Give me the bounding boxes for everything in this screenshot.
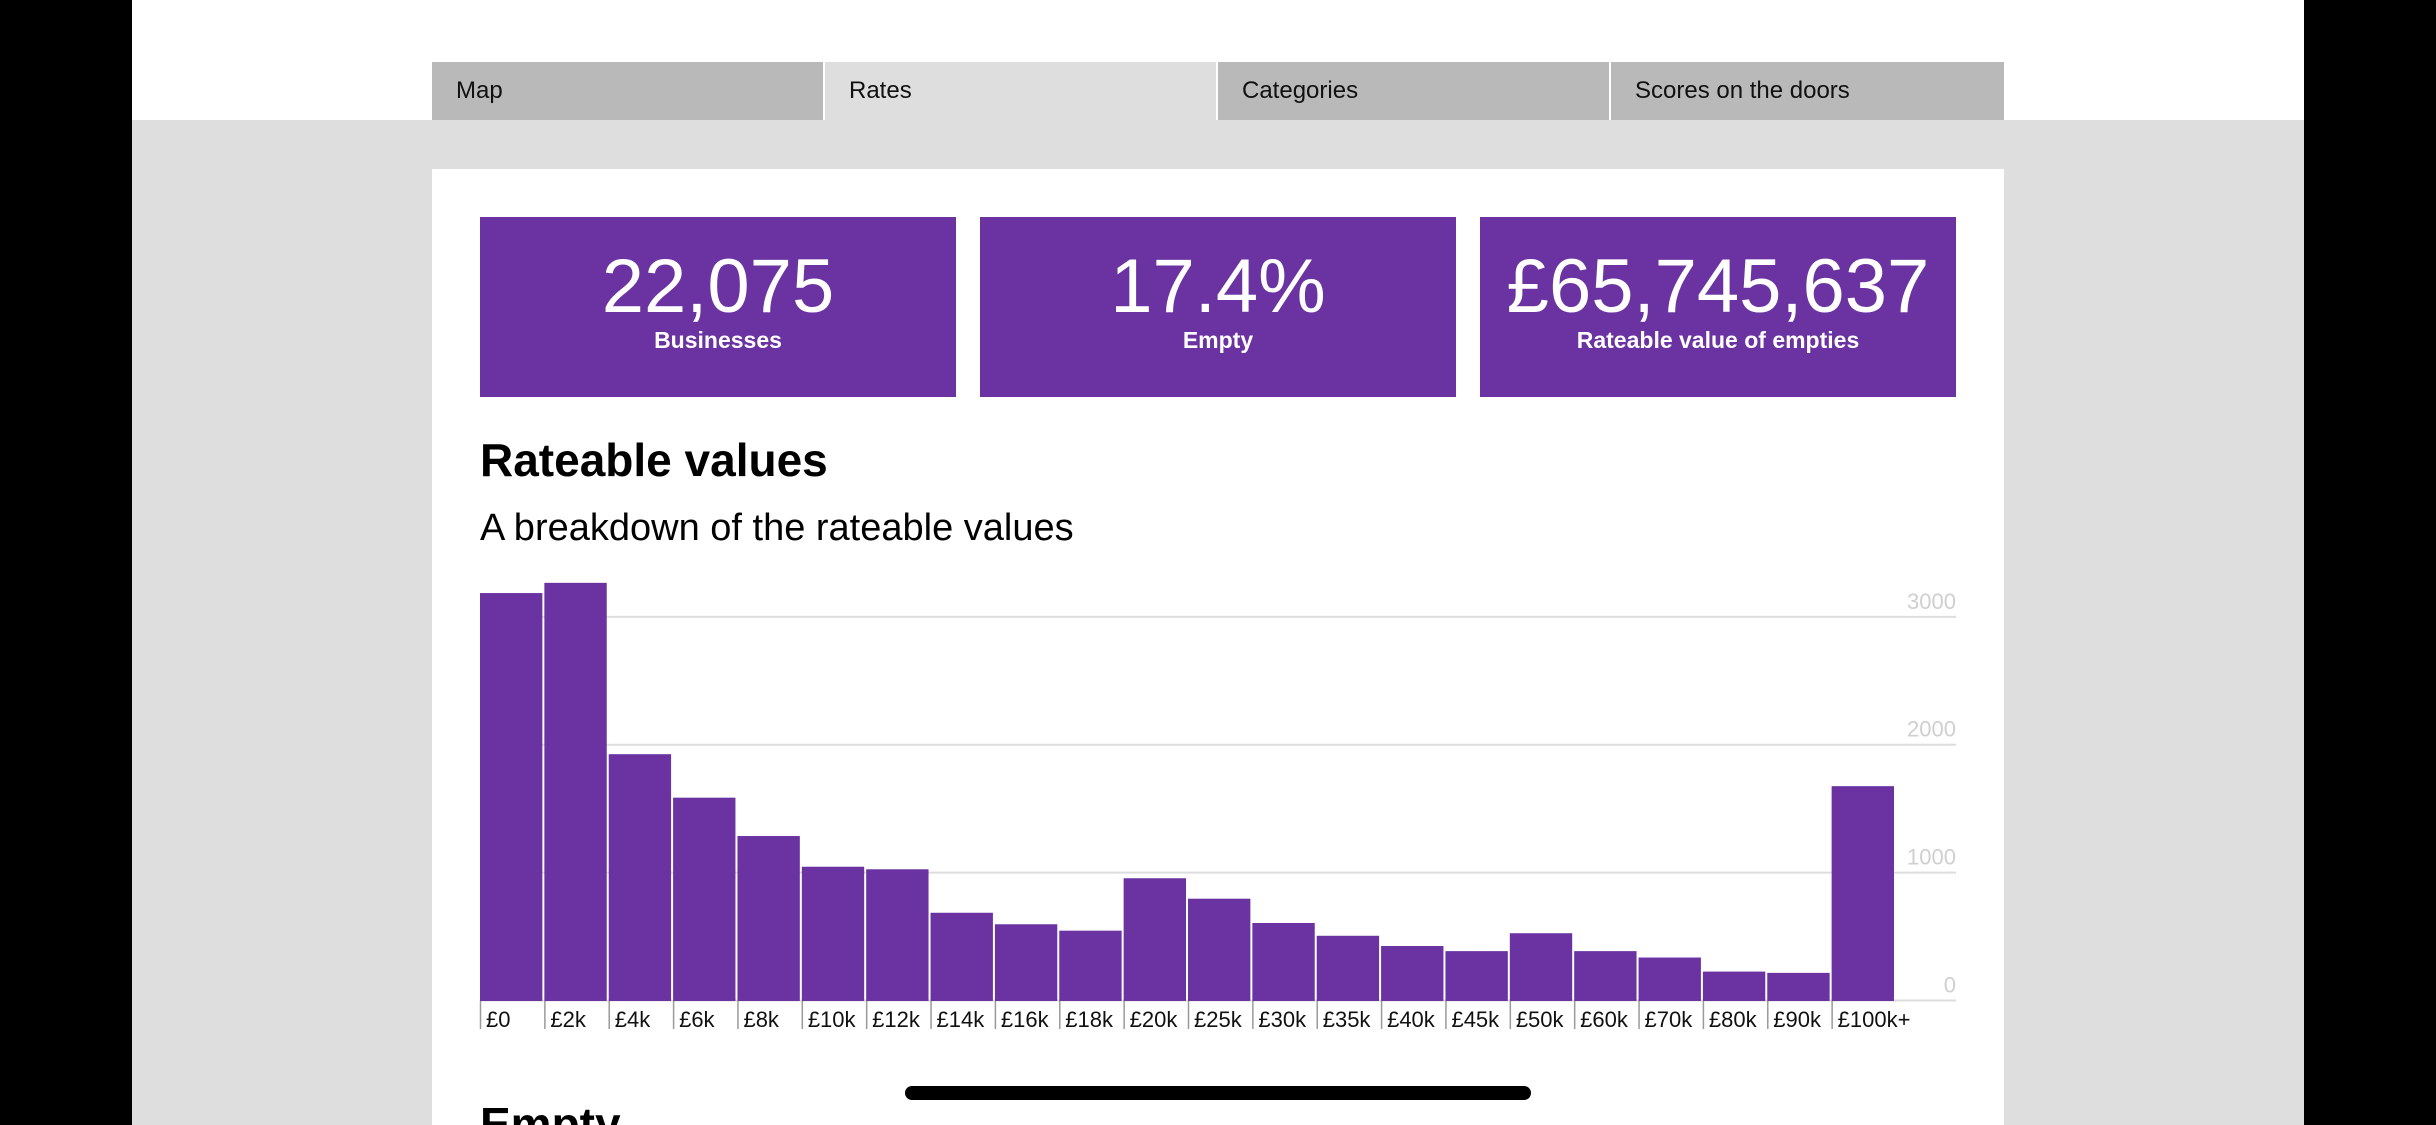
stat-businesses: 22,075 Businesses [480, 217, 956, 397]
x-tick-label: £70k [1645, 1007, 1694, 1032]
stat-label: Empty [1182, 327, 1254, 353]
x-tick-label: £30k [1258, 1007, 1307, 1032]
x-tick-label: £90k [1773, 1007, 1822, 1032]
stat-label: Rateable value of empties [1576, 327, 1860, 353]
bar [1509, 933, 1573, 1001]
bar [801, 866, 865, 1001]
stat-value: £65,745,637 [1506, 244, 1930, 329]
x-tick-label: £45k [1451, 1007, 1500, 1032]
stat-value: 17.4% [1110, 244, 1326, 329]
y-tick-label: 0 [1944, 973, 1956, 998]
bar [1574, 951, 1637, 1001]
y-tick-label: 3000 [1907, 589, 1956, 614]
x-tick-label: £20k [1130, 1007, 1179, 1032]
y-tick-label: 1000 [1907, 845, 1956, 870]
bar [1445, 951, 1508, 1001]
x-tick-label: £10k [808, 1007, 857, 1032]
tab-scores-on-the-doors[interactable]: Scores on the doors [1611, 62, 2004, 120]
x-tick-label: £60k [1580, 1007, 1629, 1032]
bar [1059, 930, 1122, 1001]
x-tick-label: £12k [872, 1007, 921, 1032]
bar [1702, 971, 1766, 1001]
bar [1638, 957, 1701, 1001]
stat-empty: 17.4% Empty [980, 217, 1456, 397]
x-tick-label: £18k [1065, 1007, 1114, 1032]
tab-map[interactable]: Map [432, 62, 825, 120]
tab-categories[interactable]: Categories [1218, 62, 1611, 120]
bar [1381, 946, 1444, 1001]
bar [1767, 972, 1830, 1001]
bar [866, 869, 929, 1001]
section-title: Rateable values [480, 434, 828, 486]
x-tick-label: £40k [1387, 1007, 1436, 1032]
x-tick-label: £80k [1709, 1007, 1758, 1032]
bar [480, 593, 543, 1001]
section-subtitle: A breakdown of the rateable values [480, 507, 1074, 549]
x-tick-label: £0 [486, 1007, 510, 1032]
stat-label: Businesses [654, 327, 782, 353]
x-tick-label: £50k [1516, 1007, 1565, 1032]
x-tick-label: £14k [937, 1007, 986, 1032]
bar [544, 582, 607, 1001]
x-tick-label: £25k [1194, 1007, 1243, 1032]
rateable-values-chart: 0 1000 2000 3000 £0 £2k £4k £6k £8k £10k £12k £14k £… [479, 582, 1956, 1032]
stat-rateable-value-of-empties: £65,745,637 Rateable value of empties [1480, 217, 1956, 397]
bar [1831, 786, 1894, 1001]
x-tick-label: £2k [550, 1007, 586, 1032]
x-tick-label: £100k+ [1838, 1007, 1911, 1032]
y-tick-label: 2000 [1907, 717, 1956, 742]
tab-rates[interactable]: Rates [825, 62, 1218, 120]
x-tick-label: £8k [743, 1007, 779, 1032]
bar [930, 912, 993, 1001]
stats-row: 22,075 Businesses 17.4% Empty £65,745,63… [480, 217, 1956, 397]
bar [737, 836, 800, 1001]
home-indicator [905, 1086, 1531, 1100]
page: Map Rates Categories Scores on the doors… [132, 0, 2304, 1125]
x-tick-label: £6k [679, 1007, 715, 1032]
x-tick-label: £4k [615, 1007, 651, 1032]
tab-bar: Map Rates Categories Scores on the doors [432, 62, 2004, 120]
bar [608, 754, 672, 1001]
content-card: 22,075 Businesses 17.4% Empty £65,745,63… [432, 169, 2004, 1125]
bar [673, 797, 736, 1001]
bar [1123, 878, 1186, 1001]
x-tick-label: £16k [1001, 1007, 1050, 1032]
bar [994, 924, 1058, 1001]
stat-value: 22,075 [601, 244, 835, 329]
x-tick-label: £35k [1323, 1007, 1372, 1032]
empty-section-title: Empty [480, 1098, 621, 1125]
bar [1316, 935, 1380, 1001]
bar [1252, 922, 1315, 1001]
bar [1188, 898, 1251, 1001]
